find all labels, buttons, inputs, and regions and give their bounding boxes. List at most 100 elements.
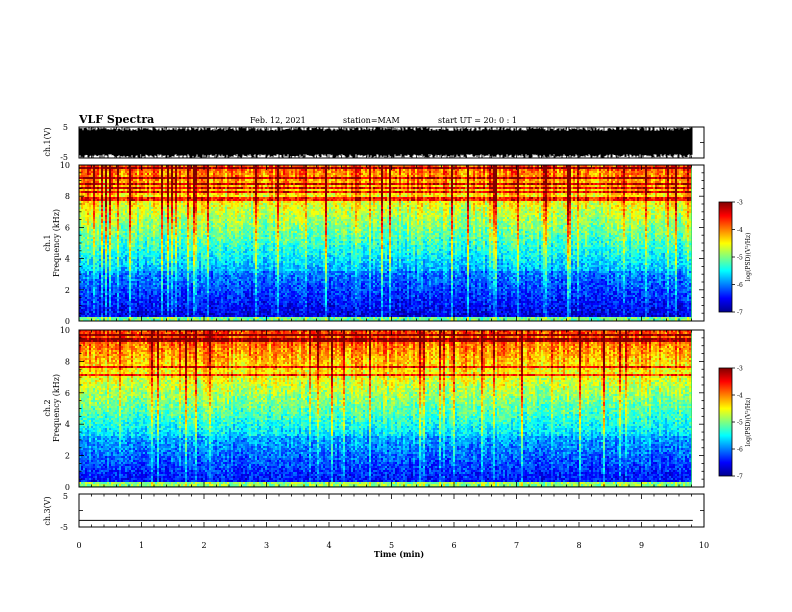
spectrogram-cell	[449, 167, 451, 169]
spectrogram-cell	[465, 169, 467, 171]
spectrogram-cell	[513, 173, 515, 175]
spectrogram-cell	[183, 173, 185, 175]
spectrogram-cell	[183, 177, 185, 179]
spectrogram-cell	[469, 177, 471, 179]
spectrogram-cell	[407, 175, 409, 177]
spectrogram-cell	[543, 169, 545, 171]
spectrogram-cell	[283, 169, 285, 171]
spectrogram-cell	[509, 181, 511, 183]
spectrogram-cell	[117, 183, 119, 185]
spectrogram-cell	[473, 171, 475, 173]
spectrogram-cell	[445, 181, 447, 183]
spectrogram-cell	[315, 169, 317, 171]
spectrogram-cell	[641, 173, 643, 175]
spectrogram-cell	[651, 175, 653, 177]
spectrogram-cell	[115, 183, 117, 185]
spectrogram-cell	[499, 177, 501, 179]
spectrogram-cell	[501, 179, 503, 181]
spectrogram-cell	[223, 171, 225, 173]
spectrogram-cell	[297, 167, 299, 169]
spectrogram-cell	[319, 177, 321, 179]
spectrogram-cell	[689, 179, 691, 181]
spectrogram-cell	[633, 171, 635, 173]
spectrogram-cell	[217, 167, 219, 169]
spectrogram-cell	[261, 175, 263, 177]
spectrogram-cell	[625, 181, 627, 183]
spectrogram-cell	[595, 173, 597, 175]
spectrogram-cell	[175, 167, 177, 169]
spectrogram-cell	[187, 173, 189, 175]
spectrogram-cell	[127, 175, 129, 177]
spectrogram-cell	[219, 179, 221, 181]
spectrogram-cell	[673, 171, 675, 173]
spectrogram-cell	[401, 181, 403, 183]
spectrogram-cell	[587, 171, 589, 173]
spectrogram-cell	[501, 167, 503, 169]
spectrogram-cell	[547, 171, 549, 173]
spectrogram-cell	[629, 169, 631, 171]
spectrogram-cell	[617, 171, 619, 173]
spectrogram-cell	[147, 179, 149, 181]
spectrogram-cell	[311, 169, 313, 171]
spectrogram-cell	[583, 179, 585, 181]
spectrogram-cell	[671, 179, 673, 181]
spectrogram-cell	[429, 169, 431, 171]
spectrogram-cell	[521, 175, 523, 177]
spectrogram-cell	[287, 169, 289, 171]
spectrogram-cell	[351, 175, 353, 177]
spectrogram-cell	[287, 181, 289, 183]
spectrogram-cell	[529, 179, 531, 181]
spectrogram-cell	[499, 169, 501, 171]
spectrogram-cell	[187, 179, 189, 181]
spectrogram-cell	[553, 175, 555, 177]
spectrogram-cell	[227, 173, 229, 175]
spectrogram-cell	[503, 171, 505, 173]
spectrogram-cell	[493, 181, 495, 183]
spectrogram-cell	[211, 171, 213, 173]
spectrogram-cell	[337, 169, 339, 171]
spectrogram-cell	[167, 179, 169, 181]
spectrogram-cell	[185, 183, 187, 185]
spectrogram-cell	[229, 173, 231, 175]
spectrogram-cell	[339, 169, 341, 171]
spectrogram-cell	[367, 179, 369, 181]
spectrogram-cell	[399, 171, 401, 173]
spectrogram-cell	[271, 175, 273, 177]
spectrogram-cell	[275, 179, 277, 181]
spectrogram-cell	[509, 175, 511, 177]
spectrogram-cell	[547, 167, 549, 169]
spectrogram-cell	[425, 167, 427, 169]
spectrogram-cell	[617, 167, 619, 169]
spectrogram-cell	[509, 167, 511, 169]
spectrogram-cell	[315, 177, 317, 179]
spectrogram-cell	[199, 173, 201, 175]
spectrogram-cell	[167, 181, 169, 183]
spectrogram-cell	[525, 167, 527, 169]
spectrogram-cell	[453, 181, 455, 183]
spectrogram-cell	[287, 171, 289, 173]
spectrogram-cell	[191, 177, 193, 179]
spectrogram-cell	[377, 179, 379, 181]
spectrogram-cell	[539, 181, 541, 183]
spectrogram-cell	[81, 177, 83, 179]
spectrogram-cell	[381, 175, 383, 177]
spectrogram-cell	[95, 167, 97, 169]
spectrogram-cell	[351, 167, 353, 169]
spectrogram-cell	[207, 169, 209, 171]
spectrogram-cell	[151, 181, 153, 183]
spectrogram-cell	[245, 181, 247, 183]
spectrogram-cell	[601, 175, 603, 177]
spectrogram-cell	[297, 173, 299, 175]
spectrogram-cell	[469, 175, 471, 177]
spectrogram-cell	[605, 167, 607, 169]
spectrogram-cell	[159, 177, 161, 179]
spectrogram-cell	[297, 181, 299, 183]
spectrogram-cell	[411, 169, 413, 171]
spectrogram-cell	[105, 181, 107, 183]
spectrogram-cell	[401, 167, 403, 169]
spectrogram-cell	[97, 179, 99, 181]
spectrogram-cell	[305, 169, 307, 171]
spectrogram-cell	[81, 167, 83, 169]
spectrogram-cell	[289, 167, 291, 169]
spectrogram-cell	[225, 173, 227, 175]
